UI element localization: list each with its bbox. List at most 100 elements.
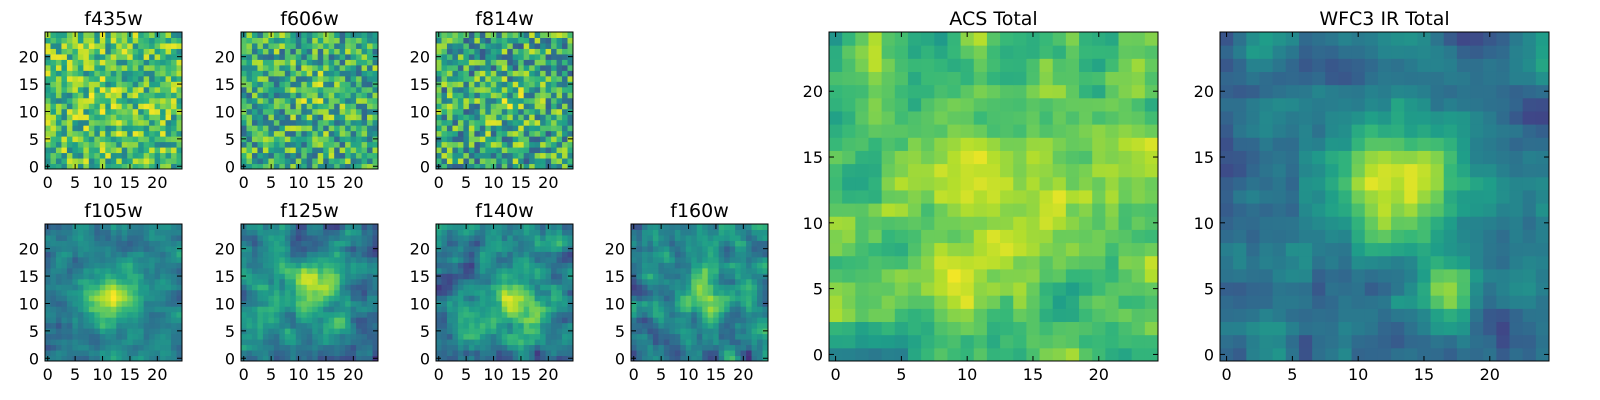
heatmap-cell [468,48,475,55]
heatmap-cell [960,295,975,309]
heatmap-cell [116,152,123,159]
heatmap-cell [132,273,139,280]
heatmap-cell [562,317,569,324]
heatmap-cell [312,278,319,285]
heatmap-cell [556,92,563,99]
heatmap-cell [241,147,247,154]
heatmap-cell [138,333,145,340]
heatmap-cell [829,216,843,230]
heatmap-cell [149,86,156,93]
heatmap-cell [257,300,264,307]
heatmap-cell [356,317,363,324]
heatmap-cell [149,229,156,236]
heatmap-cell [268,295,275,302]
heatmap-cell [452,114,459,121]
heatmap-cell [713,256,720,263]
y-tick-label: 0 [420,157,430,176]
heatmap-cell [50,130,57,137]
heatmap-cell [729,350,736,357]
heatmap-cell [61,108,68,115]
heatmap-cell [746,295,753,302]
heatmap-cell [132,267,139,274]
heatmap-cell [474,103,481,110]
heatmap-cell [339,295,346,302]
heatmap-cell [361,42,368,49]
heatmap-cell [345,86,352,93]
heatmap-cell [562,322,569,329]
heatmap-cell [540,262,547,269]
heatmap-cell [474,147,481,154]
heatmap-cell [507,136,514,143]
heatmap-cell [50,328,57,335]
heatmap-cell [154,64,161,71]
heatmap-cell [284,86,291,93]
heatmap-cell [66,125,73,132]
heatmap-cell [143,114,150,121]
heatmap-cell [312,284,319,291]
heatmap-cell [501,70,508,77]
heatmap-cell [262,108,269,115]
heatmap-cell [246,339,253,346]
heatmap-cell [468,224,475,230]
heatmap-cell [94,125,101,132]
heatmap-cell [367,147,374,154]
heatmap-cell [334,317,341,324]
heatmap-cell [735,355,742,362]
heatmap-cell [372,333,379,340]
heatmap-cell [762,278,769,285]
heatmap-cell [496,344,503,351]
heatmap-cell [479,152,486,159]
heatmap-cell [94,37,101,44]
heatmap-cell [652,251,659,258]
heatmap-cell [257,32,264,38]
heatmap-cell [446,355,453,362]
heatmap-cell [165,240,172,247]
heatmap-cell [339,114,346,121]
heatmap-cell [88,322,95,329]
heatmap-cell [127,339,134,346]
heatmap-cell [490,158,497,165]
heatmap-cell [72,37,79,44]
heatmap-cell [334,163,341,170]
heatmap-cell [251,125,258,132]
heatmap-cell [894,255,909,270]
heatmap-cell [631,350,637,357]
heatmap-cell [306,48,313,55]
heatmap-cell [268,37,275,44]
heatmap-cell [88,114,95,121]
heatmap-cell [361,64,368,71]
heatmap-cell [757,224,764,230]
heatmap-cell [652,273,659,280]
heatmap-cell [334,278,341,285]
heatmap-cell [268,273,275,280]
heatmap-cell [323,130,330,137]
heatmap-cell [290,278,297,285]
heatmap-cell [328,328,335,335]
heatmap-cell [279,240,286,247]
heatmap-cell [372,86,379,93]
heatmap-cell [534,262,541,269]
heatmap-cell [328,344,335,351]
heatmap-cell [66,75,73,82]
heatmap-cell [463,86,470,93]
heatmap-cell [907,268,922,283]
heatmap-cell [72,136,79,143]
heatmap-cell [262,311,269,318]
heatmap-cell [855,229,869,244]
heatmap-cell [268,256,275,263]
heatmap-cell [1144,242,1159,257]
heatmap-cell [171,163,178,170]
heatmap-cell [1131,347,1146,362]
heatmap-cell [334,152,341,159]
heatmap-cell [246,75,253,82]
heatmap-cell [452,251,459,258]
heatmap-cell [301,86,308,93]
heatmap-cell [636,339,643,346]
heatmap-cell [241,119,247,126]
heatmap-cell [729,240,736,247]
heatmap-cell [740,267,747,274]
heatmap-cell [361,92,368,99]
heatmap-cell [496,355,503,362]
heatmap-cell [512,311,519,318]
heatmap-cell [485,311,492,318]
